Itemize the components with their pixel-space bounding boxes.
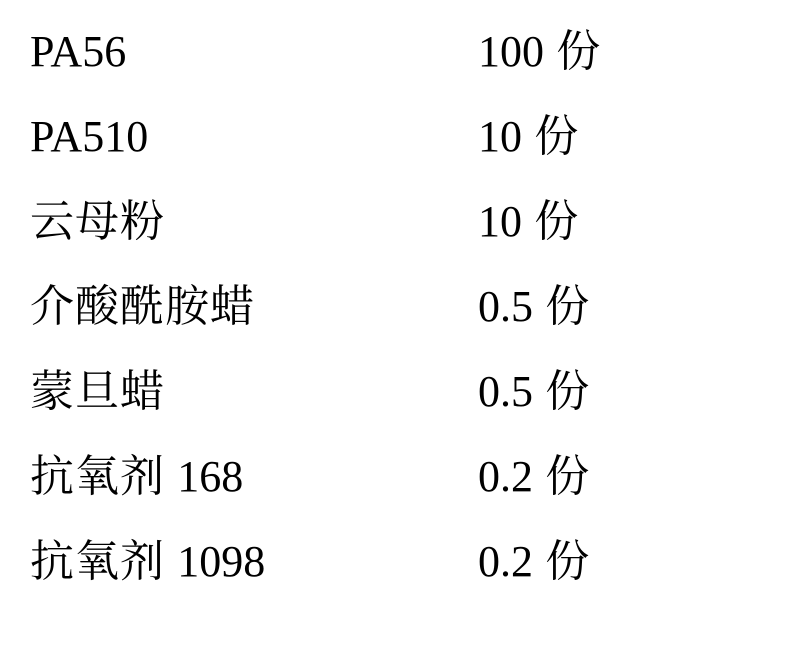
- amount-number: 10: [478, 112, 522, 161]
- amount-unit: 份: [545, 355, 590, 419]
- label-prefix: 蒙旦蜡: [30, 355, 165, 419]
- amount-unit: 份: [534, 185, 579, 249]
- ingredient-amount: 0.2 份: [478, 450, 590, 499]
- ingredient-label: PA510: [30, 110, 478, 159]
- amount-number: 10: [478, 197, 522, 246]
- table-row: 蒙旦蜡 0.5 份: [30, 365, 764, 414]
- label-num: 1098: [177, 537, 265, 586]
- table-row: 云母粉 10 份: [30, 195, 764, 244]
- label-prefix: 介酸酰胺蜡: [30, 270, 255, 334]
- label-prefix: 云母粉: [30, 185, 165, 249]
- ingredient-label: 介酸酰胺蜡: [30, 280, 478, 329]
- ingredient-label: 抗氧剂 168: [30, 450, 478, 499]
- amount-number: 0.2: [478, 537, 533, 586]
- ingredient-amount: 10 份: [478, 195, 579, 244]
- amount-number: 100: [478, 27, 544, 76]
- ingredient-label: 云母粉: [30, 195, 478, 244]
- ingredient-label: PA56: [30, 25, 478, 74]
- table-row: 介酸酰胺蜡 0.5 份: [30, 280, 764, 329]
- ingredient-amount: 0.5 份: [478, 365, 590, 414]
- label-prefix: 抗氧剂: [30, 440, 177, 504]
- table-row: PA56 100 份: [30, 25, 764, 74]
- amount-number: 0.5: [478, 282, 533, 331]
- amount-unit: 份: [545, 525, 590, 589]
- ingredient-amount: 0.2 份: [478, 535, 590, 584]
- ingredient-label: 抗氧剂 1098: [30, 535, 478, 584]
- ingredient-amount: 10 份: [478, 110, 579, 159]
- amount-number: 0.2: [478, 452, 533, 501]
- ingredient-amount: 100 份: [478, 25, 601, 74]
- table-row: 抗氧剂 168 0.2 份: [30, 450, 764, 499]
- label-num: 168: [177, 452, 243, 501]
- amount-unit: 份: [545, 440, 590, 504]
- amount-unit: 份: [534, 100, 579, 164]
- composition-table: PA56 100 份 PA510 10 份 云母粉 10 份 介酸酰胺蜡 0.5…: [0, 0, 794, 604]
- amount-unit: 份: [545, 270, 590, 334]
- label-prefix: 抗氧剂: [30, 525, 177, 589]
- label-num: PA56: [30, 27, 126, 76]
- label-num: PA510: [30, 112, 148, 161]
- table-row: 抗氧剂 1098 0.2 份: [30, 535, 764, 584]
- amount-number: 0.5: [478, 367, 533, 416]
- amount-unit: 份: [556, 15, 601, 79]
- ingredient-amount: 0.5 份: [478, 280, 590, 329]
- table-row: PA510 10 份: [30, 110, 764, 159]
- ingredient-label: 蒙旦蜡: [30, 365, 478, 414]
